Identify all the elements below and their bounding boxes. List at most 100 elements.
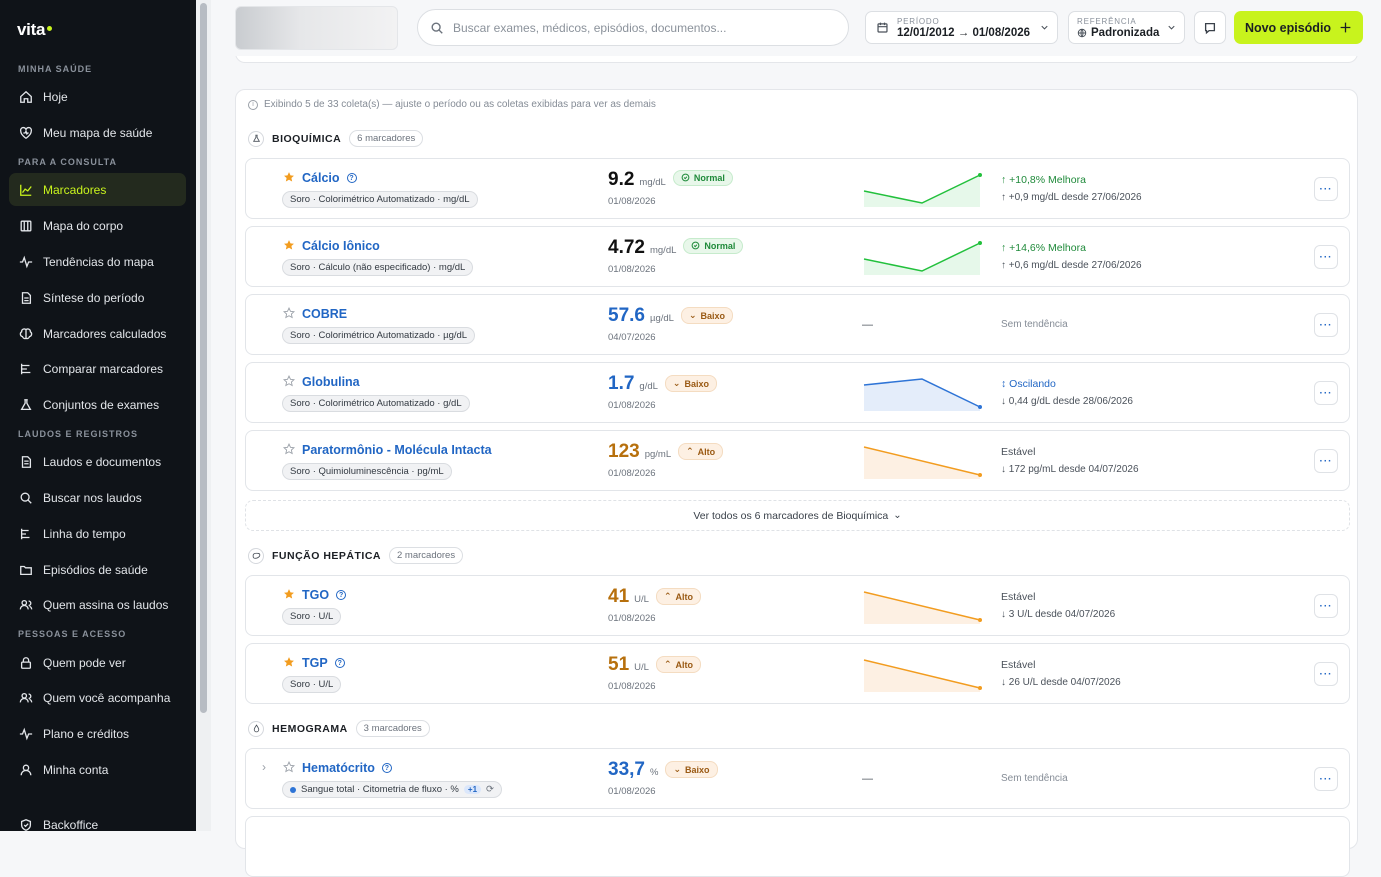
see-all-bioquimica-button[interactable]: Ver todos os 6 marcadores de Bioquímica ⌄ (245, 500, 1350, 531)
marker-card-cobre[interactable]: COBRE Soro · Colorimétrico Automatizado … (245, 294, 1350, 355)
period-selector[interactable]: PERÍODO 12/01/2012 → 01/08/2026 (865, 11, 1058, 44)
marker-card-calcio-ionico[interactable]: Cálcio Iônico Soro · Cálculo (não especi… (245, 226, 1350, 287)
sidebar-item-tendencias[interactable]: Tendências do mapa (9, 245, 186, 278)
sidebar-item-laudos[interactable]: Laudos e documentos (9, 445, 186, 478)
chat-button[interactable] (1194, 11, 1226, 44)
sidebar-item-conjuntos[interactable]: Conjuntos de exames (9, 388, 186, 421)
sidebar-item-backoffice[interactable]: Backoffice (9, 808, 186, 831)
star-filled-icon[interactable] (283, 656, 295, 668)
star-outline-icon[interactable] (283, 375, 295, 387)
sidebar-item-linha-tempo[interactable]: Linha do tempo (9, 517, 186, 550)
extra-badge[interactable]: +1 (463, 785, 482, 794)
star-outline-icon[interactable] (283, 761, 295, 773)
sidebar-item-conta[interactable]: Minha conta (9, 753, 186, 786)
sidebar-item-acompanha[interactable]: Quem você acompanha (9, 681, 186, 714)
sidebar-item-episodios[interactable]: Episódios de saúde (9, 553, 186, 586)
sidebar-section-pessoas: PESSOAS E ACESSO (18, 629, 127, 639)
help-icon[interactable]: ? (381, 763, 392, 773)
marker-card-calcio[interactable]: Cálcio? Soro · Colorimétrico Automatizad… (245, 158, 1350, 219)
marker-name[interactable]: Paratormônio - Molécula Intacta (302, 443, 492, 457)
brand-logo[interactable]: vita (17, 20, 53, 40)
marker-tag: Sangue total · Citometria de fluxo · % +… (282, 781, 502, 798)
star-filled-icon[interactable] (283, 171, 295, 183)
marker-date: 01/08/2026 (608, 264, 656, 275)
marker-name[interactable]: Cálcio Iônico (302, 239, 380, 253)
more-options-button[interactable]: ··· (1314, 245, 1338, 269)
sidebar-item-mapa-saude[interactable]: Meu mapa de saúde (9, 116, 186, 149)
map-icon (19, 219, 33, 233)
shield-icon (19, 818, 33, 832)
document-icon (19, 455, 33, 469)
chevron-right-icon[interactable]: › (262, 760, 266, 774)
more-options-button[interactable]: ··· (1314, 313, 1338, 337)
marker-value: 33,7 (608, 759, 645, 780)
sidebar-item-quem-pode-ver[interactable]: Quem pode ver (9, 646, 186, 679)
sidebar-item-buscar-laudos[interactable]: Buscar nos laudos (9, 481, 186, 514)
scrollbar-thumb[interactable] (200, 3, 207, 713)
more-options-button[interactable]: ··· (1314, 594, 1338, 618)
more-options-button[interactable]: ··· (1314, 177, 1338, 201)
trend-icon (19, 183, 33, 197)
marker-card-tgo[interactable]: TGO? Soro · U/L 41 U/L ⌃ Alto 01/08/2026 E… (245, 575, 1350, 636)
marker-name[interactable]: TGP (302, 656, 328, 670)
refresh-icon[interactable]: ⟳ (486, 784, 494, 795)
marker-name[interactable]: Cálcio (302, 171, 340, 185)
marker-date: 01/08/2026 (608, 681, 656, 692)
sidebar-item-quem-assina[interactable]: Quem assina os laudos (9, 588, 186, 621)
sidebar-item-comparar[interactable]: Comparar marcadores (9, 352, 186, 385)
chevron-up-icon: ⌃ (663, 659, 672, 669)
marker-name[interactable]: COBRE (302, 307, 348, 321)
more-options-button[interactable]: ··· (1314, 449, 1338, 473)
help-icon[interactable]: ? (334, 658, 345, 668)
sidebar-item-hoje[interactable]: Hoje (9, 80, 186, 113)
marker-card-tgp[interactable]: TGP? Soro · U/L 51 U/L ⌃ Alto 01/08/2026 E… (245, 643, 1350, 704)
trend-label: ↑ +10,8% Melhora (1001, 174, 1086, 186)
more-options-button[interactable]: ··· (1314, 662, 1338, 686)
sidebar-item-plano[interactable]: Plano e créditos (9, 717, 186, 750)
more-options-button[interactable]: ··· (1314, 381, 1338, 405)
status-badge: ⌃ Alto (655, 656, 701, 673)
star-filled-icon[interactable] (283, 239, 295, 251)
search-box[interactable] (417, 9, 849, 46)
star-outline-icon[interactable] (283, 307, 295, 319)
marker-name[interactable]: TGO (302, 588, 330, 602)
brain-icon (19, 327, 33, 341)
folder-icon (19, 563, 33, 577)
help-icon[interactable]: ? (346, 173, 357, 183)
group-header-bioquimica[interactable]: BIOQUÍMICA 6 marcadores (248, 130, 424, 147)
reference-selector[interactable]: REFERÊNCIA Padronizada (1068, 11, 1185, 44)
search-icon (19, 491, 33, 505)
marker-date: 01/08/2026 (608, 196, 656, 207)
star-filled-icon[interactable] (283, 588, 295, 600)
sparkline-chart (863, 378, 982, 411)
trend-detail: ↑ +0,9 mg/dL desde 27/06/2026 (1001, 192, 1142, 203)
status-badge: Normal (672, 169, 733, 186)
help-icon[interactable]: ? (336, 590, 347, 600)
sidebar-item-sintese[interactable]: Síntese do período (9, 281, 186, 314)
marker-date: 01/08/2026 (608, 468, 656, 479)
patient-avatar[interactable] (235, 6, 398, 50)
marker-tag: Soro · U/L (282, 676, 342, 693)
sidebar-item-mapa-corpo[interactable]: Mapa do corpo (9, 209, 186, 242)
marker-card-paratormonio[interactable]: Paratormônio - Molécula Intacta Soro · Q… (245, 430, 1350, 491)
search-input[interactable] (453, 20, 833, 35)
new-episode-button[interactable]: Novo episódio (1234, 11, 1363, 44)
marker-name[interactable]: Globulina (302, 375, 360, 389)
info-note: i Exibindo 5 de 33 coleta(s) — ajuste o p… (248, 99, 656, 110)
timeline-icon (19, 527, 33, 541)
marker-card-hematocrito[interactable]: › Hematócrito? Sangue total · Citometria… (245, 748, 1350, 809)
globe-icon (1077, 28, 1087, 37)
sidebar-item-calculados[interactable]: Marcadores calculados (9, 317, 186, 350)
more-options-button[interactable]: ··· (1314, 767, 1338, 791)
star-outline-icon[interactable] (283, 443, 295, 455)
marker-name[interactable]: Hematócrito (302, 761, 375, 775)
group-header-funcao-hepatica[interactable]: FUNÇÃO HEPÁTICA 2 marcadores (248, 547, 464, 564)
group-header-hemograma[interactable]: HEMOGRAMA 3 marcadores (248, 720, 430, 737)
sidebar-item-marcadores[interactable]: Marcadores (9, 173, 186, 206)
marker-card-globulina[interactable]: Globulina Soro · Colorimétrico Automatiz… (245, 362, 1350, 423)
marker-card-partial[interactable] (245, 816, 1350, 877)
marker-value: 123 (608, 441, 640, 462)
marker-tag: Soro · Cálculo (não especificado) · mg/d… (282, 259, 474, 276)
lock-icon (19, 656, 33, 670)
calendar-icon (877, 22, 888, 33)
